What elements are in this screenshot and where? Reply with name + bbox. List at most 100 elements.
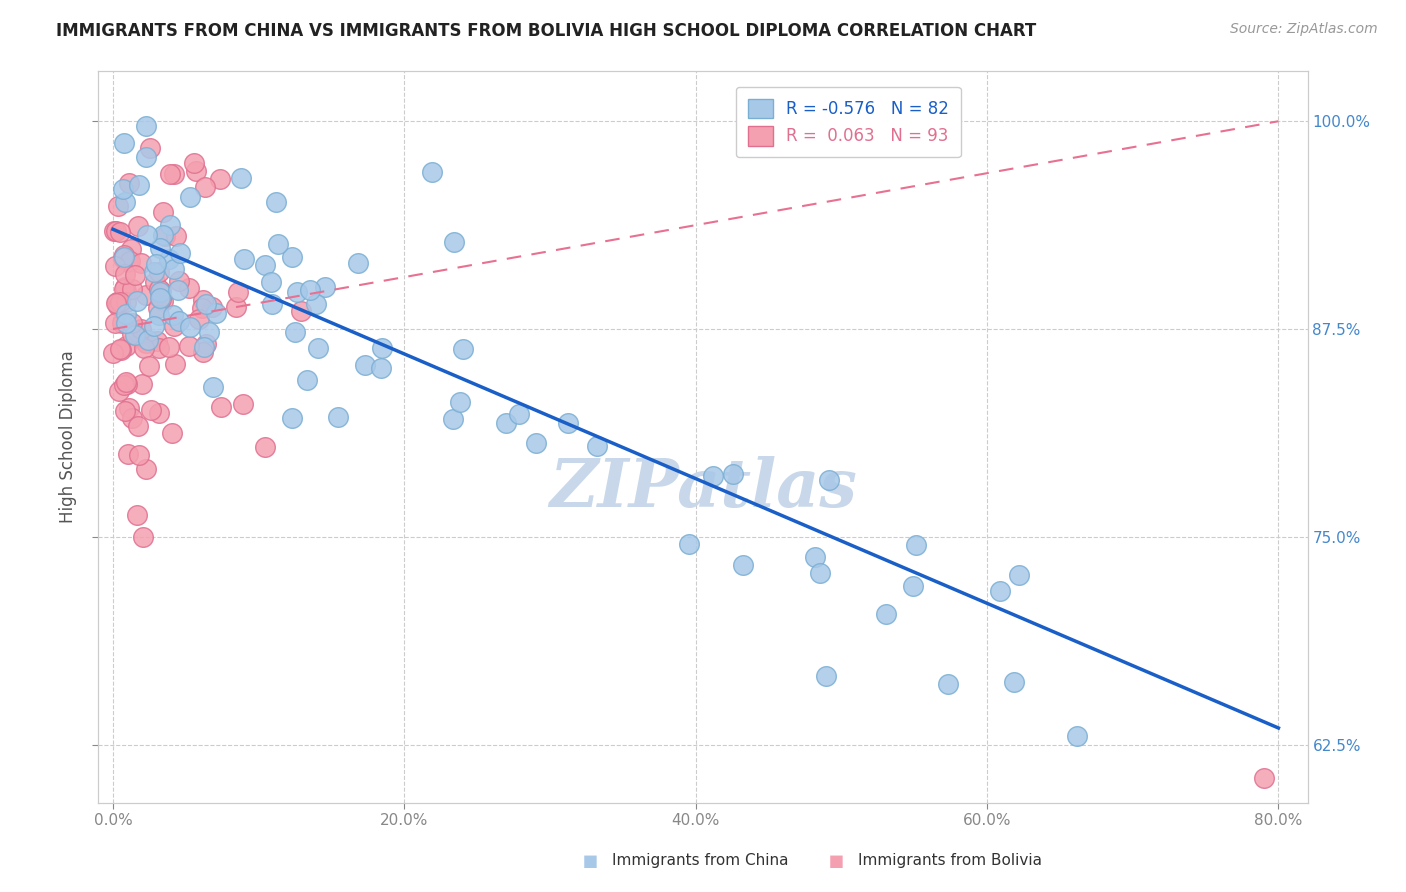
Point (443, 235, 465, 250)
Point (260, 296, 283, 310)
Point (146, 334, 169, 348)
Point (451, 342, 474, 356)
Point (129, 256, 152, 270)
Point (135, 150, 157, 164)
Point (441, 412, 464, 426)
Point (121, 410, 143, 425)
Point (115, 377, 138, 392)
Point (281, 250, 304, 264)
Point (135, 462, 157, 476)
Point (111, 316, 134, 330)
Point (187, 312, 209, 326)
Point (110, 343, 132, 357)
Point (875, 607, 897, 622)
Point (139, 141, 162, 155)
Point (128, 178, 150, 192)
Point (157, 340, 180, 354)
Point (299, 283, 322, 297)
Point (229, 170, 252, 185)
Point (254, 258, 277, 272)
Point (702, 468, 724, 483)
Point (152, 228, 174, 243)
Point (260, 275, 283, 289)
Point (557, 416, 579, 430)
Point (152, 293, 174, 308)
Point (131, 376, 153, 391)
Point (112, 182, 135, 196)
Point (117, 254, 139, 268)
Point (127, 219, 149, 233)
Point (936, 677, 959, 691)
Point (371, 341, 394, 355)
Point (107, 299, 129, 313)
Point (508, 407, 530, 421)
Point (901, 579, 924, 593)
Point (167, 314, 190, 328)
Legend: R = -0.576   N = 82, R =  0.063   N = 93: R = -0.576 N = 82, R = 0.063 N = 93 (737, 87, 960, 157)
Text: ▪: ▪ (582, 849, 599, 872)
Point (420, 165, 443, 179)
Point (135, 119, 157, 133)
Point (107, 199, 129, 213)
Point (804, 550, 827, 565)
Point (120, 242, 142, 256)
Point (114, 295, 136, 310)
Point (105, 296, 128, 310)
Point (108, 342, 131, 356)
Point (163, 319, 186, 334)
Point (228, 285, 250, 299)
Point (160, 425, 183, 440)
Point (179, 319, 201, 334)
Point (208, 172, 231, 186)
Point (120, 253, 142, 268)
Point (159, 167, 181, 181)
Point (127, 328, 149, 343)
Point (1253, 771, 1275, 785)
Point (143, 276, 166, 290)
Point (165, 228, 187, 243)
Point (104, 260, 127, 274)
Point (108, 294, 131, 309)
Point (142, 318, 165, 333)
Point (233, 252, 256, 266)
Point (112, 252, 135, 266)
Point (132, 530, 155, 544)
Point (104, 316, 127, 330)
Point (904, 538, 927, 552)
Point (284, 325, 307, 339)
Point (290, 304, 312, 318)
Point (721, 467, 744, 481)
Point (121, 327, 143, 342)
Point (132, 341, 155, 355)
Point (209, 400, 232, 414)
Point (370, 360, 392, 375)
Point (253, 440, 276, 454)
Point (167, 283, 190, 297)
Point (139, 402, 162, 417)
Point (115, 339, 138, 353)
Point (105, 295, 128, 310)
Point (190, 301, 212, 315)
Point (104, 224, 127, 238)
Point (267, 237, 290, 252)
Point (127, 418, 149, 433)
Point (128, 448, 150, 462)
Point (103, 346, 125, 360)
Point (205, 306, 228, 320)
Point (149, 292, 172, 306)
Point (347, 256, 370, 270)
Point (121, 316, 143, 330)
Text: Immigrants from Bolivia: Immigrants from Bolivia (858, 854, 1042, 868)
Point (1066, 729, 1088, 743)
Point (117, 176, 139, 190)
Point (149, 285, 172, 299)
Point (149, 241, 172, 255)
Point (297, 374, 319, 388)
Y-axis label: High School Diploma: High School Diploma (59, 351, 77, 524)
Point (162, 308, 184, 322)
Point (449, 395, 471, 409)
Point (148, 341, 170, 355)
Point (148, 265, 170, 279)
Point (153, 228, 176, 243)
Point (145, 257, 167, 271)
